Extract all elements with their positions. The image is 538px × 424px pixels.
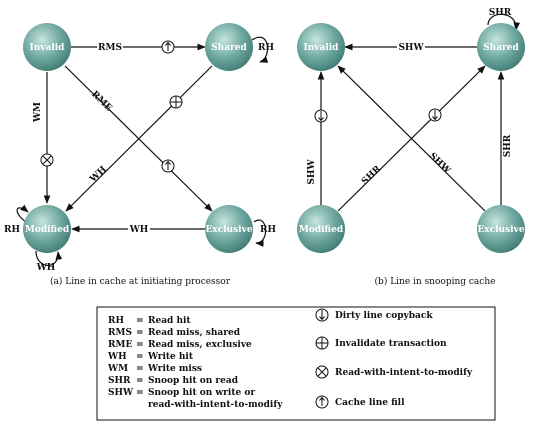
svg-text:=: = [136, 376, 144, 386]
edge-label-rh-exclusive: RH [260, 225, 276, 235]
svg-text:Exclusive: Exclusive [477, 225, 524, 235]
symbol-list: Dirty line copyback Invalidate transacti… [315, 308, 473, 409]
abbr-meaning: Snoop hit on write or [148, 388, 255, 398]
abbr-key: RME [108, 340, 132, 350]
state-node-modified: Modified [23, 205, 71, 253]
edge-label-wh-loop: WH [36, 263, 56, 273]
edge-label-wm: WM [33, 102, 43, 123]
abbr-meaning-continuation: read-with-intent-to-modify [148, 400, 283, 410]
abbreviation-list: RH = Read hit RMS = Read miss, shared RM… [107, 316, 283, 410]
edge-label-wh-diagonal: WH [88, 164, 109, 185]
state-node-invalid: Invalid [297, 23, 345, 71]
caption-panel-a: (a) Line in cache at initiating processo… [50, 276, 231, 287]
legend: RH = Read hit RMS = Read miss, shared RM… [96, 306, 496, 421]
edge-label-shr-right: SHR [503, 134, 513, 157]
caption-panel-b: (b) Line in snooping cache [375, 276, 496, 287]
cache-line-fill-icon [315, 395, 329, 409]
edge-label-shr-loop: SHR [489, 8, 512, 18]
svg-text:Shared: Shared [211, 43, 247, 53]
edge-shw-diagonal [337, 65, 486, 212]
edge-label-rh-shared: RH [258, 43, 274, 53]
svg-text:=: = [136, 364, 144, 374]
edge-rh-modified-loop [16, 204, 29, 223]
cache-line-fill-icon [161, 40, 175, 54]
edge-wh-diagonal [65, 65, 213, 212]
dirty-line-copyback-icon [314, 109, 328, 123]
symbol-label: Read-with-intent-to-modify [335, 368, 473, 378]
svg-text:=: = [136, 352, 144, 362]
state-node-shared: Shared [205, 23, 253, 71]
abbr-key: SHW [108, 388, 134, 398]
edge-label-rme: RME [89, 90, 114, 114]
edge-rh-exclusive-loop [253, 219, 267, 247]
abbr-key: RH [108, 316, 124, 326]
abbr-meaning: Write hit [147, 352, 194, 362]
symbol-label: Dirty line copyback [335, 311, 433, 321]
edge-label-shw-top: SHW [398, 43, 424, 53]
svg-text:=: = [136, 316, 144, 326]
abbr-meaning: Snoop hit on read [148, 376, 239, 386]
svg-text:Shared: Shared [483, 43, 519, 53]
svg-text:=: = [136, 388, 144, 398]
edge-label-rms: RMS [98, 43, 122, 53]
abbr-key: WM [107, 364, 128, 374]
edge-label-shw-left: SHW [307, 159, 317, 185]
abbr-meaning: Read hit [148, 316, 191, 326]
panel-a: RMS RH WM RME WH WH [4, 23, 276, 287]
edge-label-shr-diagonal: SHR [360, 164, 383, 187]
symbol-label: Cache line fill [335, 398, 405, 408]
cache-line-fill-icon [161, 159, 175, 173]
svg-text:Invalid: Invalid [30, 43, 66, 53]
state-node-invalid: Invalid [23, 23, 71, 71]
dirty-line-copyback-icon [428, 108, 442, 122]
edge-wh-modified-loop [35, 250, 63, 266]
read-with-intent-to-modify-icon [315, 365, 329, 379]
state-node-exclusive: Exclusive [477, 205, 525, 253]
invalidate-transaction-icon [169, 95, 183, 109]
invalidate-transaction-icon [315, 336, 329, 350]
svg-text:=: = [136, 328, 144, 338]
state-node-shared: Shared [477, 23, 525, 71]
legend-box [96, 306, 496, 421]
state-node-exclusive: Exclusive [205, 205, 253, 253]
abbr-meaning: Write miss [147, 364, 202, 374]
svg-text:Modified: Modified [299, 225, 344, 235]
edge-label-shw-diagonal: SHW [427, 151, 453, 176]
edge-rh-shared-loop [251, 36, 269, 63]
abbr-key: SHR [108, 376, 131, 386]
edge-label-wh-bottom: WH [129, 225, 149, 235]
dirty-line-copyback-icon [315, 308, 329, 322]
panel-b: SHW SHR SHW SHR SHW SHR Invalid Shared [297, 8, 525, 287]
edge-label-rh-modified: RH [4, 225, 20, 235]
svg-text:Modified: Modified [25, 225, 70, 235]
abbr-meaning: Read miss, exclusive [148, 340, 252, 350]
svg-text:Exclusive: Exclusive [205, 225, 252, 235]
symbol-label: Invalidate transaction [335, 339, 447, 349]
abbr-key: RMS [108, 328, 132, 338]
abbr-key: WH [107, 352, 127, 362]
edge-shr-shared-loop [487, 13, 521, 31]
state-node-modified: Modified [297, 205, 345, 253]
read-with-intent-to-modify-icon [40, 153, 54, 167]
svg-text:Invalid: Invalid [304, 43, 340, 53]
svg-text:=: = [136, 340, 144, 350]
abbr-meaning: Read miss, shared [148, 328, 241, 338]
